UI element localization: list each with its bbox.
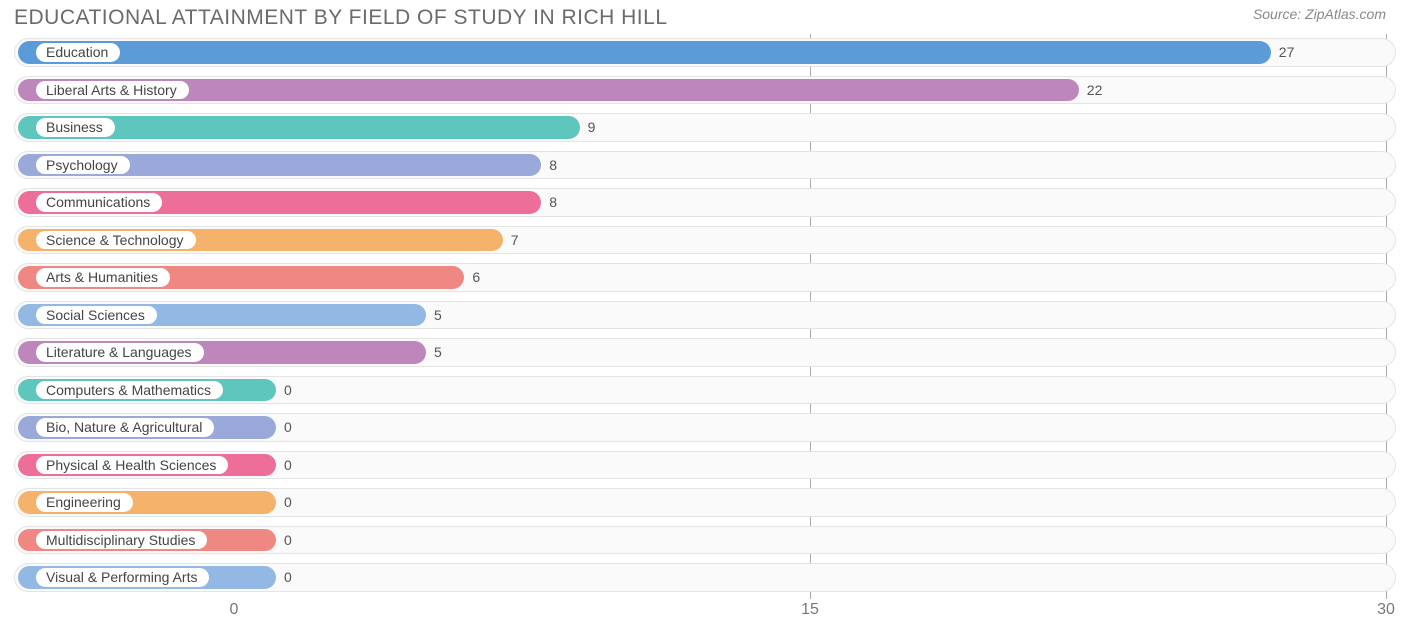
value-label: 5 xyxy=(434,297,442,334)
value-label: 0 xyxy=(284,522,292,559)
value-label: 0 xyxy=(284,372,292,409)
bar-row: Literature & Languages 5 xyxy=(14,334,1396,371)
category-pill: Engineering xyxy=(36,493,133,512)
value-label: 0 xyxy=(284,447,292,484)
bar-row: Computers & Mathematics 0 xyxy=(14,372,1396,409)
x-tick-label: 15 xyxy=(801,601,819,619)
bar-row: Engineering 0 xyxy=(14,484,1396,521)
category-pill: Computers & Mathematics xyxy=(36,381,223,400)
value-label: 0 xyxy=(284,559,292,596)
category-pill: Visual & Performing Arts xyxy=(36,568,209,587)
bar-fill xyxy=(18,41,1271,64)
bar-row: Physical & Health Sciences 0 xyxy=(14,447,1396,484)
category-pill: Science & Technology xyxy=(36,231,196,250)
bar-row: Visual & Performing Arts 0 xyxy=(14,559,1396,596)
value-label: 5 xyxy=(434,334,442,371)
category-pill: Physical & Health Sciences xyxy=(36,456,228,475)
bar-row: Multidisciplinary Studies 0 xyxy=(14,522,1396,559)
bar-row: Bio, Nature & Agricultural 0 xyxy=(14,409,1396,446)
category-pill: Bio, Nature & Agricultural xyxy=(36,418,214,437)
value-label: 22 xyxy=(1087,72,1103,109)
category-pill: Multidisciplinary Studies xyxy=(36,531,207,550)
category-pill: Liberal Arts & History xyxy=(36,81,189,100)
source-attribution: Source: ZipAtlas.com xyxy=(1253,6,1386,22)
value-label: 8 xyxy=(549,147,557,184)
bar-row: Science & Technology 7 xyxy=(14,222,1396,259)
bar-row: Psychology 8 xyxy=(14,147,1396,184)
bar-row: Business 9 xyxy=(14,109,1396,146)
value-label: 6 xyxy=(472,259,480,296)
value-label: 9 xyxy=(588,109,596,146)
category-pill: Arts & Humanities xyxy=(36,268,170,287)
x-tick-label: 30 xyxy=(1377,601,1395,619)
value-label: 0 xyxy=(284,484,292,521)
category-pill: Psychology xyxy=(36,156,130,175)
bar-row: Liberal Arts & History 22 xyxy=(14,72,1396,109)
value-label: 0 xyxy=(284,409,292,446)
value-label: 8 xyxy=(549,184,557,221)
value-label: 27 xyxy=(1279,34,1295,71)
category-pill: Social Sciences xyxy=(36,306,157,325)
value-label: 7 xyxy=(511,222,519,259)
bar-row: Social Sciences 5 xyxy=(14,297,1396,334)
category-pill: Literature & Languages xyxy=(36,343,204,362)
category-pill: Communications xyxy=(36,193,162,212)
bar-row: Education 27 xyxy=(14,34,1396,71)
chart-plot-area: Education27Liberal Arts & History22Busin… xyxy=(14,34,1396,599)
category-pill: Business xyxy=(36,118,115,137)
bar-row: Arts & Humanities 6 xyxy=(14,259,1396,296)
chart-title: EDUCATIONAL ATTAINMENT BY FIELD OF STUDY… xyxy=(14,6,668,30)
x-axis: 0 15 30 xyxy=(14,601,1396,627)
category-pill: Education xyxy=(36,43,120,62)
x-tick-label: 0 xyxy=(230,601,239,619)
bar-row: Communications 8 xyxy=(14,184,1396,221)
